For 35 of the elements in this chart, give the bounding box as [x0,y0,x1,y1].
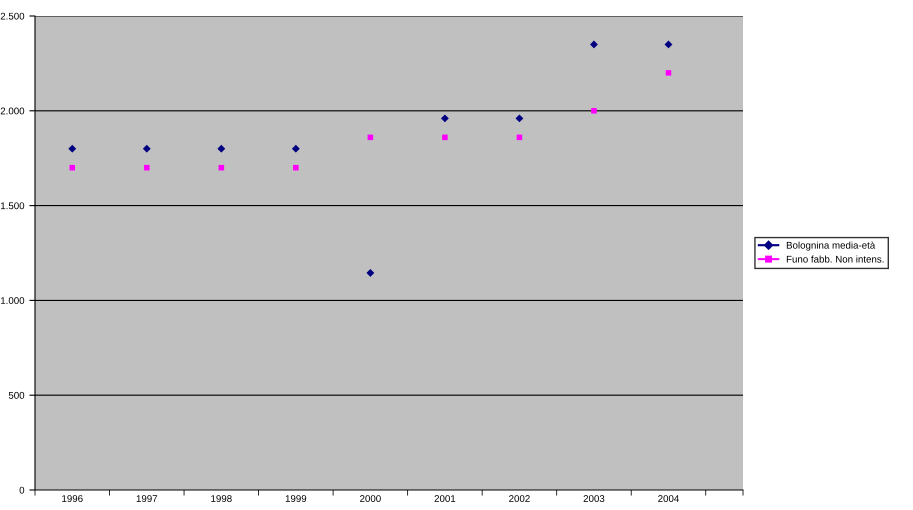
x-tick-label: 2000 [360,495,381,502]
point [515,114,524,122]
y-tick-label: 2.000 [0,108,24,114]
point [217,144,226,153]
point [442,134,448,140]
x-tick-label: 1997 [136,495,158,502]
legend-label: Bolognina media-età [786,241,876,251]
y-tick-label: 500 [8,392,24,399]
y-tick-label: 2.500 [0,12,24,20]
point [69,164,76,170]
x-tick-label: 1999 [286,495,306,502]
x-tick-label: 2004 [658,495,680,502]
point [366,268,374,277]
legend-label: Funo fabb. Non intens. [786,255,884,263]
point [142,144,151,153]
point [666,70,672,76]
y-tick-label: 0 [20,486,24,494]
point [664,40,672,48]
point [218,164,224,170]
point [144,164,150,170]
point [440,114,449,122]
point [292,144,300,153]
point [368,134,374,140]
x-tick-label: 2002 [509,495,530,502]
x-tick-label: 1998 [211,495,232,502]
point [293,164,299,170]
point [68,144,76,153]
y-tick-label: 1.500 [1,202,24,210]
point [590,40,598,48]
point [591,108,597,114]
x-tick-label: 2001 [434,495,456,502]
x-tick-label: 2003 [584,495,604,502]
point [516,134,522,140]
y-tick-label: 1.000 [1,297,24,304]
x-tick-label: 1996 [62,495,83,502]
